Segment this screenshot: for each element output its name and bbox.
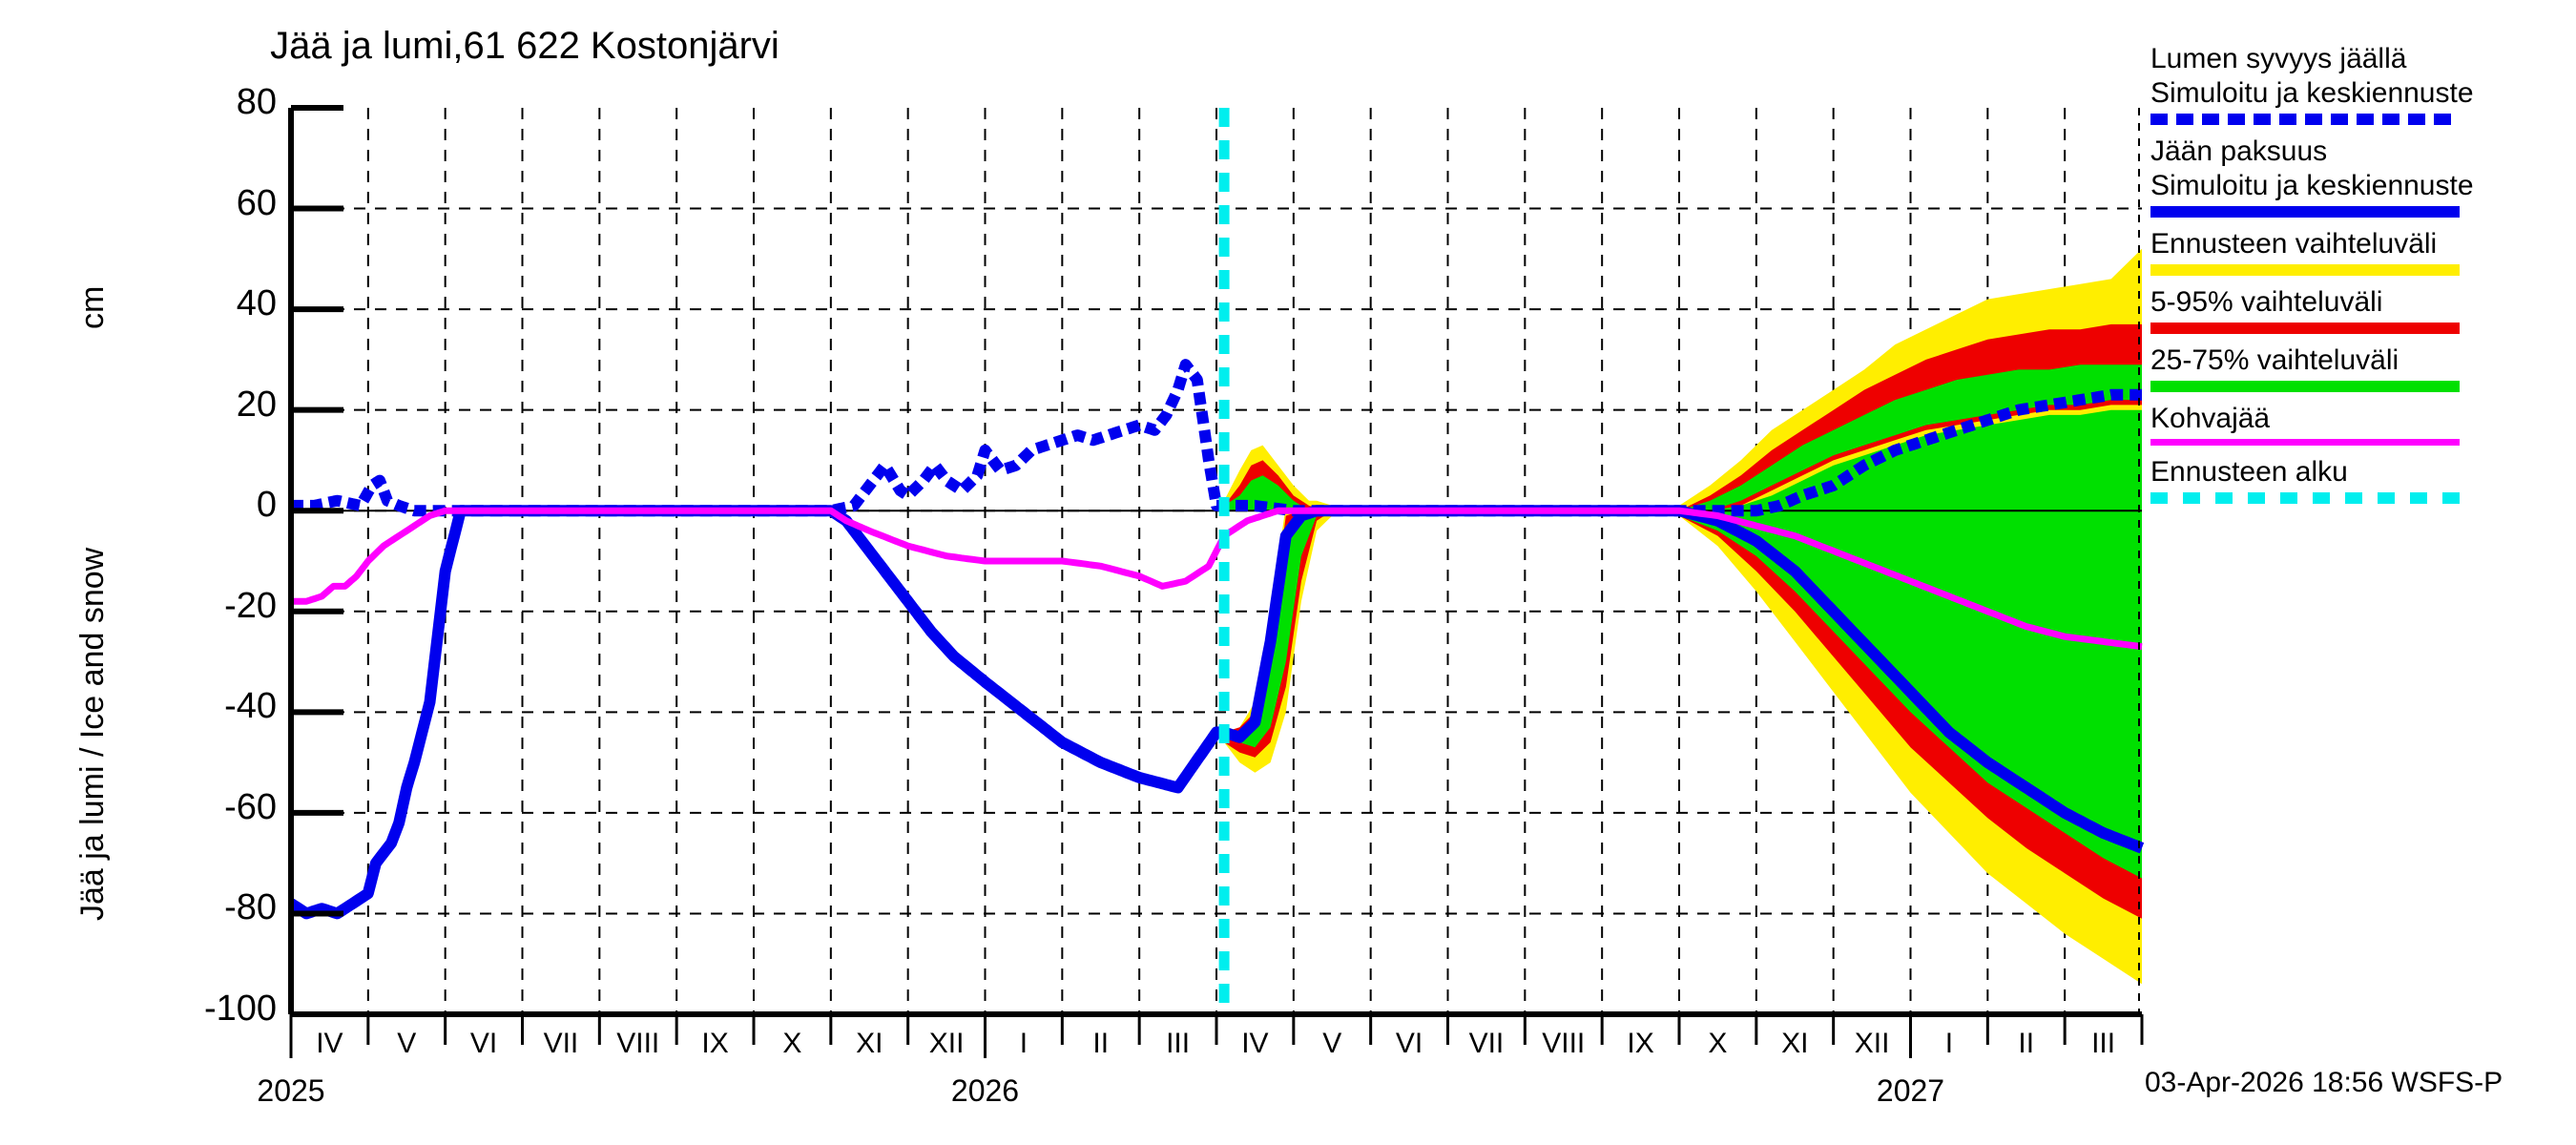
x-tick-label-month: I xyxy=(1944,1028,1954,1059)
legend-item-title: Ennusteen vaihteluväli xyxy=(2150,228,2438,260)
y-tick-label: -100 xyxy=(203,989,277,1029)
legend-item-ice-thickness[interactable]: Jään paksuus Simuloitu ja keskiennuste xyxy=(2150,135,2576,218)
y-tick-label: 80 xyxy=(236,82,277,122)
x-tick-label-month: II xyxy=(1092,1028,1110,1059)
x-axis-year-label: 2027 xyxy=(1876,1073,1945,1108)
legend-item-title: 25-75% vaihteluväli xyxy=(2150,344,2399,376)
x-tick-label-month: XII xyxy=(928,1028,965,1059)
legend-swatch-ice-thickness xyxy=(2150,206,2460,218)
x-tick-label-month: X xyxy=(782,1028,802,1059)
legend-item-forecast-range[interactable]: Ennusteen vaihteluväli xyxy=(2150,227,2576,276)
y-tick-label: -40 xyxy=(224,686,277,727)
x-tick-label-month: VIII xyxy=(616,1028,660,1059)
y-tick-label: 40 xyxy=(236,283,277,324)
legend-swatch-range-5-95 xyxy=(2150,323,2460,334)
x-tick-label-month: IX xyxy=(1627,1028,1654,1059)
x-tick-label-month: IV xyxy=(316,1028,343,1059)
x-tick-label-month: III xyxy=(2091,1028,2116,1059)
y-tick-label: -80 xyxy=(224,887,277,928)
legend-swatch-forecast-start xyxy=(2150,492,2460,504)
x-tick-label-month: VI xyxy=(469,1028,498,1059)
forecast-uncertainty-bands xyxy=(1224,248,2142,985)
x-tick-label-month: V xyxy=(1322,1028,1342,1059)
x-tick-label-month: I xyxy=(1019,1028,1028,1059)
timestamp: 03-Apr-2026 18:56 WSFS-P xyxy=(2145,1067,2503,1098)
x-tick-label-month: VII xyxy=(1468,1028,1505,1059)
legend-item-title: Lumen syvyys jäällä xyxy=(2150,43,2407,74)
x-tick-label-month: II xyxy=(2018,1028,2035,1059)
legend-item-title: 5-95% vaihteluväli xyxy=(2150,286,2383,318)
y-tick-label: -60 xyxy=(224,786,277,827)
x-tick-label-month: VII xyxy=(543,1028,579,1059)
legend-item-subtitle: Simuloitu ja keskiennuste xyxy=(2150,77,2474,109)
legend-item-range-25-75[interactable]: 25-75% vaihteluväli xyxy=(2150,344,2576,392)
legend-swatch-forecast-range xyxy=(2150,264,2460,276)
legend-item-subtitle: Simuloitu ja keskiennuste xyxy=(2150,170,2474,201)
x-tick-label-month: XI xyxy=(1781,1028,1809,1059)
x-axis-year-label: 2025 xyxy=(257,1073,325,1108)
x-tick-label-month: IV xyxy=(1241,1028,1269,1059)
legend-item-title: Jään paksuus xyxy=(2150,135,2328,167)
data-series xyxy=(287,359,2145,920)
y-tick-label: -20 xyxy=(224,585,277,626)
x-tick-label-month: XI xyxy=(856,1028,883,1059)
y-tick-label: 0 xyxy=(256,485,277,526)
legend-item-range-5-95[interactable]: 5-95% vaihteluväli xyxy=(2150,285,2576,334)
legend-item-title: Ennusteen alku xyxy=(2150,456,2348,488)
x-axis-year-label: 2026 xyxy=(950,1073,1020,1108)
legend-swatch-kohvajaa xyxy=(2150,439,2460,446)
x-tick-label-month: VIII xyxy=(1542,1028,1586,1059)
legend-item-kohvajaa[interactable]: Kohvajää xyxy=(2150,402,2576,446)
y-tick-label: 60 xyxy=(236,182,277,223)
page-title: Jää ja lumi,61 622 Kostonjärvi xyxy=(270,25,779,67)
legend-swatch-snow-depth-on-ice xyxy=(2150,114,2460,125)
chart-legend: Lumen syvyys jäällä Simuloitu ja keskienn… xyxy=(2150,42,2576,513)
x-tick-label-month: VI xyxy=(1395,1028,1423,1059)
legend-item-snow-depth-on-ice[interactable]: Lumen syvyys jäällä Simuloitu ja keskienn… xyxy=(2150,42,2576,125)
x-tick-label-month: IX xyxy=(701,1028,729,1059)
y-tick-label: 20 xyxy=(236,384,277,425)
x-tick-label-month: XII xyxy=(1854,1028,1890,1059)
x-tick-label-month: V xyxy=(397,1028,417,1059)
x-tick-label-month: X xyxy=(1708,1028,1728,1059)
legend-item-title: Kohvajää xyxy=(2150,403,2271,434)
legend-swatch-range-25-75 xyxy=(2150,381,2460,392)
x-tick-label-month: III xyxy=(1166,1028,1191,1059)
legend-item-forecast-start[interactable]: Ennusteen alku xyxy=(2150,455,2576,504)
